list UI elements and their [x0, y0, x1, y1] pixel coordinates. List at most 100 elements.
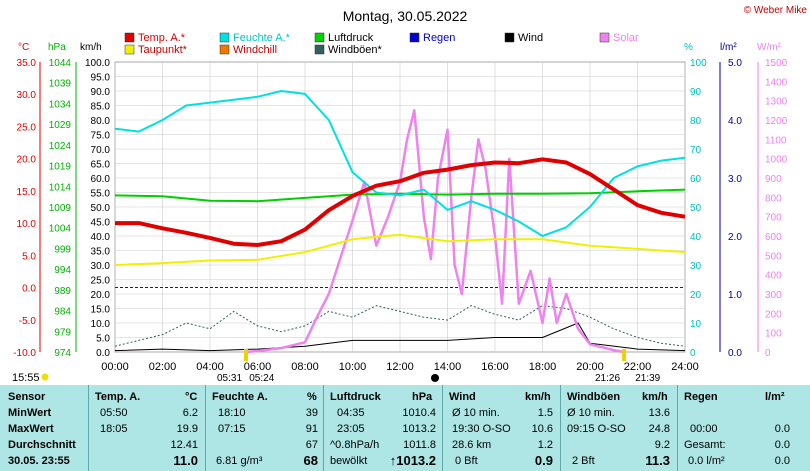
solar-axis-tick: 1100	[765, 135, 787, 146]
series-tempa	[115, 157, 686, 247]
legend-swatch	[314, 44, 325, 55]
press-axis-tick: 1009	[49, 203, 72, 214]
legend-swatch	[504, 32, 515, 43]
header-wind-unit: km/h	[525, 391, 551, 403]
solar-axis-tick: 600	[765, 232, 782, 243]
cell-rain-total: 0.0	[774, 439, 790, 451]
wind-axis-tick: 70.0	[91, 145, 111, 156]
cell-gust-max: 24.8	[648, 423, 670, 435]
wind-axis-tick: 65.0	[91, 160, 111, 171]
grid	[114, 61, 686, 353]
press-axis-tick: 999	[54, 244, 71, 255]
row-label-avg: Durchschnitt	[8, 439, 76, 451]
cell-hum-max: 91	[305, 423, 318, 435]
solar-axis-tick: 500	[765, 251, 782, 262]
legend-swatch	[599, 32, 610, 43]
press-axis-tick: 984	[54, 307, 71, 318]
hum-axis-tick: 60	[690, 174, 702, 185]
temp-axis-tick: 20.0	[17, 155, 37, 166]
hum-axis-tick: 80	[690, 116, 702, 127]
cell-hum-min-time: 18:10	[218, 407, 246, 419]
header-wind: Wind	[449, 391, 476, 403]
press-axis-tick: 989	[54, 286, 71, 297]
cell-rain-max-time: 00:00	[690, 423, 718, 435]
temp-axis-tick: 5.0	[22, 251, 36, 262]
divider	[88, 385, 89, 471]
rain-axis-tick: 5.0	[728, 58, 742, 69]
press-axis-tick: 1014	[49, 182, 72, 193]
cell-gust-max-time: 09:15 O-SO	[567, 423, 626, 435]
legend-label: Windböen*	[328, 44, 383, 56]
series-windben	[114, 305, 686, 347]
wind-axis-tick: 30.0	[91, 261, 111, 272]
press-unit-label: hPa	[48, 42, 66, 53]
press-axis-tick: 974	[54, 348, 71, 359]
cell-press-max: 1013.2	[402, 423, 436, 435]
cell-temp-max: 19.9	[176, 423, 198, 435]
hum-axis-tick: 10	[690, 319, 702, 330]
legend: Temp. A.* Feuchte A.* Luftdruck Regen Wind So…	[124, 32, 639, 56]
legend-label: Solar	[613, 32, 639, 44]
x-axis-tick: 18:00	[529, 361, 557, 373]
sun-icon	[41, 373, 49, 381]
cell-temp-max-time: 18:05	[100, 423, 128, 435]
row-label-current: 30.05. 23:55	[8, 455, 70, 467]
cell-press-current: ↑1013.2	[389, 453, 436, 468]
sunrise-time-b: 05:24	[249, 373, 274, 384]
header-humidity-unit: %	[307, 391, 317, 403]
temp-axis-tick: 0.0	[22, 284, 36, 295]
divider	[205, 385, 206, 471]
header-humidity: Feuchte A.	[212, 391, 268, 403]
temp-axis-tick: 25.0	[17, 122, 37, 133]
legend-label: Taupunkt*	[138, 44, 188, 56]
solar-axis-tick: 700	[765, 213, 782, 224]
cell-gust-min-label: Ø 10 min.	[567, 407, 615, 419]
wind-axis-tick: 10.0	[91, 319, 111, 330]
cell-press-trend: ^0.8hPa/h	[330, 439, 380, 451]
cell-wind-avg: 1.2	[537, 439, 553, 451]
series-feuchtea	[114, 90, 686, 237]
x-axis-tick: 04:00	[196, 361, 224, 373]
solar-axis-tick: 1300	[765, 97, 788, 108]
wind-unit-label: km/h	[80, 42, 102, 53]
cell-rain-max: 0.0	[774, 423, 790, 435]
legend-label: Windchill	[233, 44, 277, 56]
press-axis-tick: 1044	[49, 58, 72, 69]
x-axis-tick: 16:00	[481, 361, 509, 373]
divider	[677, 385, 678, 471]
hum-axis-tick: 90	[690, 87, 702, 98]
solar-axis-tick: 0	[765, 348, 771, 359]
temp-axis-tick: -5.0	[19, 316, 37, 327]
rain-axis-tick: 4.0	[728, 116, 742, 127]
copyright-text: © Weber Mike	[744, 5, 808, 16]
wind-axis-tick: 40.0	[91, 232, 111, 243]
chart-title: Montag, 30.05.2022	[343, 8, 468, 24]
temp-axis-tick: 30.0	[17, 90, 37, 101]
wind-axis-tick: 15.0	[91, 305, 111, 316]
x-axis-tick: 08:00	[291, 361, 319, 373]
cell-abs-humidity: 6.81 g/m³	[216, 455, 263, 467]
wind-axis-tick: 20.0	[91, 290, 111, 301]
legend-label: Feuchte A.*	[233, 32, 291, 44]
wind-axis-tick: 35.0	[91, 247, 111, 258]
rain-axis-tick: 1.0	[728, 290, 742, 301]
solar-axis-tick: 200	[765, 309, 782, 320]
rain-unit-label: l/m²	[720, 42, 737, 53]
axis-unit-labels: °C hPa km/h% l/m² W/m²	[18, 42, 782, 53]
press-axis-tick: 1039	[49, 79, 72, 90]
solar-axis-tick: 1000	[765, 155, 788, 166]
cell-temp-avg: 12.41	[170, 439, 198, 451]
press-axis-tick: 1029	[49, 120, 72, 131]
header-rain-unit: l/m²	[765, 391, 785, 403]
header-rain: Regen	[684, 391, 718, 403]
legend-swatch	[124, 44, 135, 55]
press-axis-tick: 994	[54, 265, 71, 276]
series-luftdruck	[114, 188, 686, 203]
series-taupunkt	[114, 233, 686, 266]
row-label-min: MinWert	[8, 407, 52, 419]
hum-axis-tick: 70	[690, 145, 702, 156]
wind-axis-tick: 85.0	[91, 102, 111, 113]
legend-swatch	[409, 32, 420, 43]
header-temp-unit: °C	[185, 391, 198, 403]
divider	[442, 385, 443, 471]
